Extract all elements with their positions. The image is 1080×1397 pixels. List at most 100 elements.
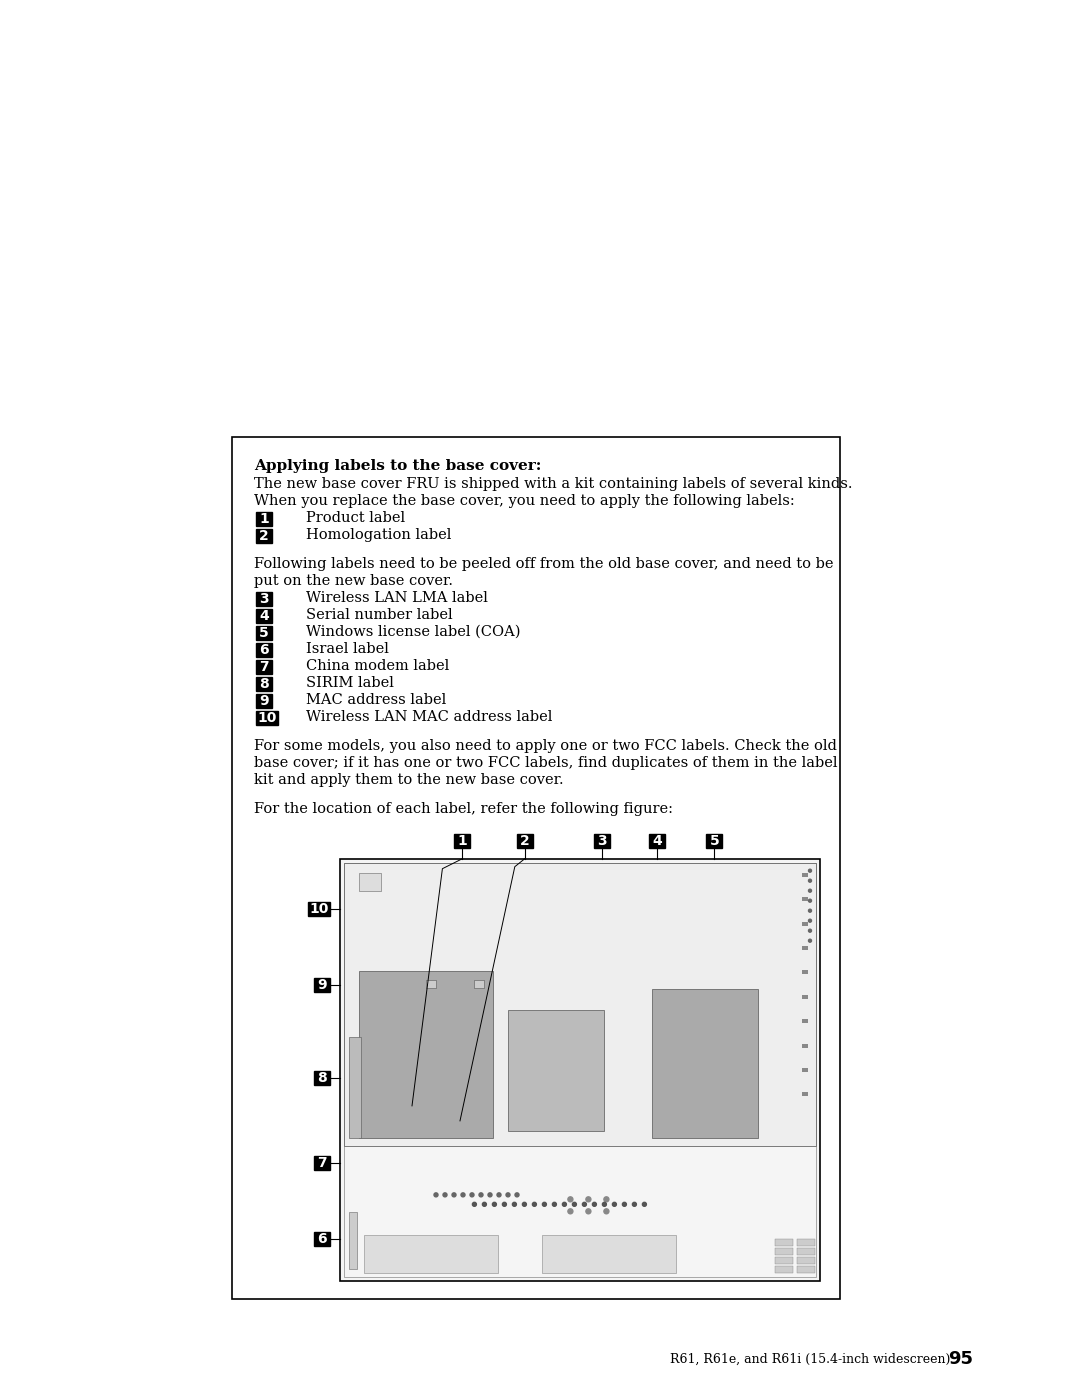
Bar [517,834,532,848]
Circle shape [542,1203,546,1207]
Text: 2: 2 [259,529,269,543]
Bar [314,978,330,992]
Text: China modem label: China modem label [306,659,449,673]
Bar [802,1092,808,1097]
Circle shape [434,1193,438,1197]
Circle shape [507,1193,510,1197]
Text: For some models, you also need to apply one or two FCC labels. Check the old: For some models, you also need to apply … [254,739,837,753]
Circle shape [480,1193,483,1197]
Circle shape [604,1208,609,1214]
Bar [256,659,272,673]
Bar [797,1248,815,1255]
Bar [455,834,471,848]
Circle shape [633,1203,636,1207]
Bar [349,1038,361,1139]
Text: put on the new base cover.: put on the new base cover. [254,574,453,588]
Text: 7: 7 [318,1155,327,1169]
Text: 9: 9 [259,694,269,708]
Bar [256,609,272,623]
Bar [797,1257,815,1264]
Text: 4: 4 [259,609,269,623]
Bar [340,859,820,1281]
Circle shape [497,1193,501,1197]
Bar [359,873,381,891]
Circle shape [443,1193,447,1197]
Bar [802,946,808,950]
Bar [345,863,816,1146]
Bar [314,1232,330,1246]
Bar [256,643,272,657]
Circle shape [582,1203,586,1207]
Bar [802,971,808,974]
Circle shape [552,1203,556,1207]
Text: Wireless LAN LMA label: Wireless LAN LMA label [306,591,488,605]
Bar [232,437,840,1299]
Text: kit and apply them to the new base cover.: kit and apply them to the new base cover… [254,773,564,787]
Circle shape [568,1197,572,1201]
Text: MAC address label: MAC address label [306,693,446,707]
Bar [256,711,278,725]
Circle shape [585,1208,591,1214]
Circle shape [593,1203,596,1207]
Bar [314,1071,330,1085]
Bar [802,897,808,901]
Circle shape [809,929,811,932]
Bar [508,1010,604,1130]
Text: Applying labels to the base cover:: Applying labels to the base cover: [254,460,541,474]
Circle shape [523,1203,526,1207]
Bar [594,834,609,848]
Bar [775,1248,793,1255]
Circle shape [563,1203,566,1207]
Bar [649,834,665,848]
Bar [308,902,330,916]
Circle shape [809,919,811,922]
Bar [349,1213,357,1268]
Bar [256,511,272,527]
Circle shape [572,1203,577,1207]
Circle shape [515,1193,519,1197]
Text: 1: 1 [259,511,269,527]
Text: 3: 3 [259,592,269,606]
Text: 8: 8 [259,678,269,692]
Text: SIRIM label: SIRIM label [306,676,394,690]
Bar [474,979,485,988]
Bar [256,592,272,606]
Circle shape [483,1203,486,1207]
Circle shape [502,1203,507,1207]
Circle shape [585,1197,591,1201]
Bar [802,995,808,999]
Circle shape [622,1203,626,1207]
Text: 8: 8 [318,1071,327,1085]
Text: 10: 10 [309,902,328,916]
Text: 7: 7 [259,659,269,673]
Text: Following labels need to be peeled off from the old base cover, and need to be: Following labels need to be peeled off f… [254,557,834,571]
Bar [256,678,272,692]
Circle shape [809,869,811,872]
Text: 6: 6 [259,643,269,657]
Bar [652,989,757,1139]
Bar [775,1257,793,1264]
Text: 9: 9 [318,978,327,992]
Circle shape [809,939,811,942]
Bar [256,626,272,640]
Text: The new base cover FRU is shipped with a kit containing labels of several kinds.: The new base cover FRU is shipped with a… [254,476,852,490]
Bar [797,1266,815,1273]
Text: 2: 2 [519,834,529,848]
Circle shape [472,1203,476,1207]
Bar [802,1067,808,1071]
Bar [797,1239,815,1246]
Circle shape [512,1203,516,1207]
Bar [802,873,808,877]
Text: Windows license label (COA): Windows license label (COA) [306,624,521,638]
Bar [345,863,816,1277]
Bar [256,694,272,708]
Bar [802,922,808,926]
Text: 95: 95 [948,1350,973,1368]
Circle shape [461,1193,465,1197]
Text: 4: 4 [652,834,662,848]
Text: Serial number label: Serial number label [306,608,453,622]
Bar [541,1235,676,1273]
Bar [314,1155,330,1169]
Circle shape [488,1193,492,1197]
Bar [775,1239,793,1246]
